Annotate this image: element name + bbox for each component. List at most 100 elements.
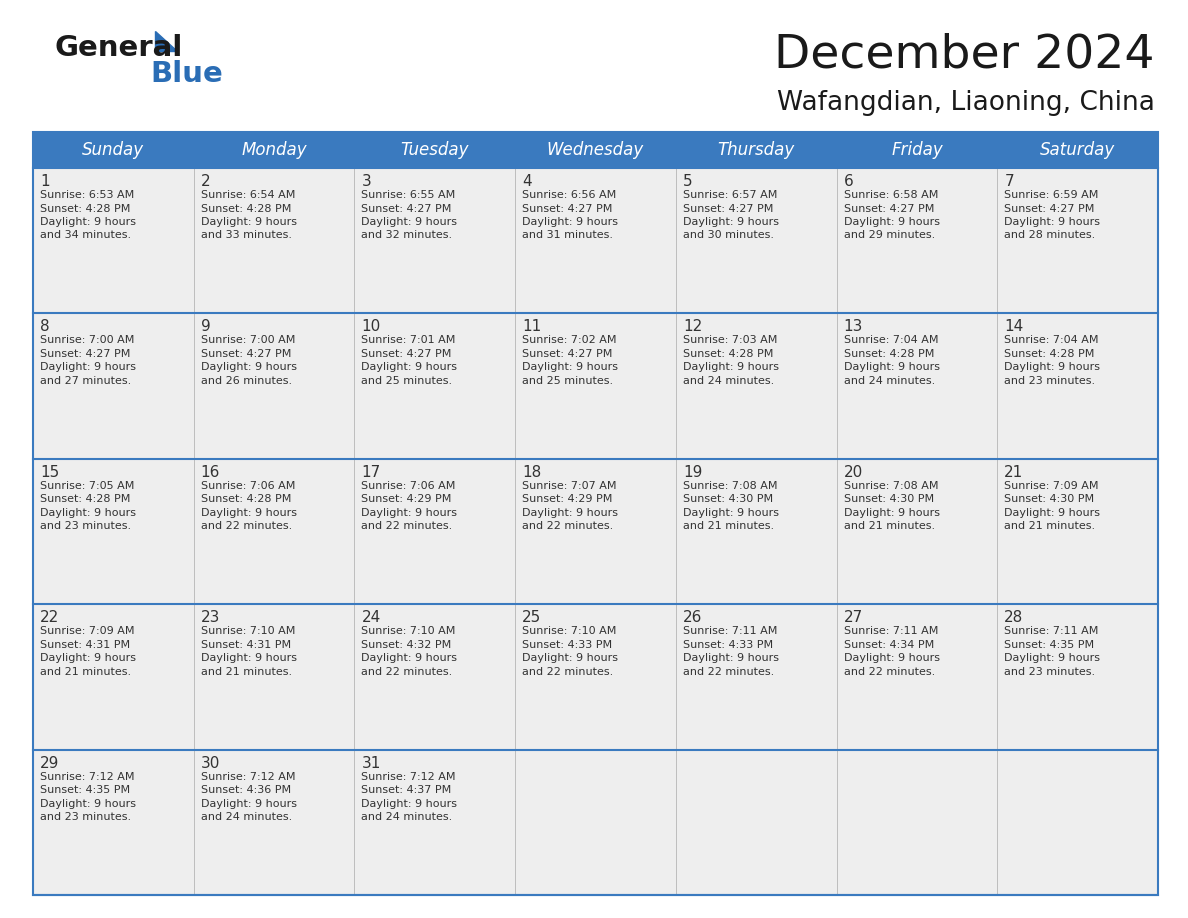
Text: Sunrise: 6:55 AM: Sunrise: 6:55 AM — [361, 190, 456, 200]
Text: and 22 minutes.: and 22 minutes. — [523, 666, 613, 677]
Text: 11: 11 — [523, 319, 542, 334]
Text: Sunset: 4:28 PM: Sunset: 4:28 PM — [201, 494, 291, 504]
Text: and 22 minutes.: and 22 minutes. — [683, 666, 775, 677]
Text: 14: 14 — [1004, 319, 1024, 334]
Text: Daylight: 9 hours: Daylight: 9 hours — [683, 217, 779, 227]
Text: Sunrise: 7:09 AM: Sunrise: 7:09 AM — [40, 626, 134, 636]
Text: Daylight: 9 hours: Daylight: 9 hours — [40, 654, 135, 663]
Text: Thursday: Thursday — [718, 141, 795, 159]
Text: and 23 minutes.: and 23 minutes. — [40, 812, 131, 823]
Bar — [33, 750, 1158, 895]
Text: Sunset: 4:28 PM: Sunset: 4:28 PM — [1004, 349, 1094, 359]
Text: and 22 minutes.: and 22 minutes. — [523, 521, 613, 532]
Text: Sunset: 4:36 PM: Sunset: 4:36 PM — [201, 785, 291, 795]
Text: and 26 minutes.: and 26 minutes. — [201, 375, 292, 386]
Text: 12: 12 — [683, 319, 702, 334]
Text: 21: 21 — [1004, 465, 1024, 480]
Text: Wednesday: Wednesday — [546, 141, 644, 159]
Text: Sunset: 4:27 PM: Sunset: 4:27 PM — [361, 349, 451, 359]
Text: 3: 3 — [361, 174, 371, 189]
Text: 27: 27 — [843, 610, 862, 625]
Text: Blue: Blue — [150, 60, 223, 88]
Text: Daylight: 9 hours: Daylight: 9 hours — [201, 508, 297, 518]
Text: Sunset: 4:35 PM: Sunset: 4:35 PM — [1004, 640, 1094, 650]
Text: Daylight: 9 hours: Daylight: 9 hours — [361, 363, 457, 373]
Text: and 21 minutes.: and 21 minutes. — [843, 521, 935, 532]
Text: Sunrise: 7:11 AM: Sunrise: 7:11 AM — [843, 626, 939, 636]
Text: Sunset: 4:27 PM: Sunset: 4:27 PM — [40, 349, 131, 359]
Text: Sunset: 4:29 PM: Sunset: 4:29 PM — [361, 494, 451, 504]
Text: Sunset: 4:29 PM: Sunset: 4:29 PM — [523, 494, 613, 504]
Text: Daylight: 9 hours: Daylight: 9 hours — [1004, 217, 1100, 227]
Text: Sunrise: 7:10 AM: Sunrise: 7:10 AM — [361, 626, 456, 636]
Text: Daylight: 9 hours: Daylight: 9 hours — [201, 799, 297, 809]
Text: Daylight: 9 hours: Daylight: 9 hours — [843, 654, 940, 663]
Text: Sunrise: 7:11 AM: Sunrise: 7:11 AM — [1004, 626, 1099, 636]
Text: 17: 17 — [361, 465, 380, 480]
Text: and 30 minutes.: and 30 minutes. — [683, 230, 773, 241]
Text: Sunrise: 7:06 AM: Sunrise: 7:06 AM — [361, 481, 456, 491]
Text: Sunrise: 7:12 AM: Sunrise: 7:12 AM — [201, 772, 295, 781]
Text: 18: 18 — [523, 465, 542, 480]
Text: Daylight: 9 hours: Daylight: 9 hours — [40, 363, 135, 373]
Text: Daylight: 9 hours: Daylight: 9 hours — [201, 217, 297, 227]
Text: and 24 minutes.: and 24 minutes. — [201, 812, 292, 823]
Text: Daylight: 9 hours: Daylight: 9 hours — [40, 508, 135, 518]
Text: and 24 minutes.: and 24 minutes. — [683, 375, 775, 386]
Text: Sunset: 4:31 PM: Sunset: 4:31 PM — [40, 640, 131, 650]
Text: 13: 13 — [843, 319, 862, 334]
Text: 6: 6 — [843, 174, 853, 189]
Text: Daylight: 9 hours: Daylight: 9 hours — [1004, 508, 1100, 518]
Text: Sunrise: 6:54 AM: Sunrise: 6:54 AM — [201, 190, 295, 200]
Text: Friday: Friday — [891, 141, 943, 159]
Text: Sunset: 4:34 PM: Sunset: 4:34 PM — [843, 640, 934, 650]
Text: 10: 10 — [361, 319, 380, 334]
Text: Sunset: 4:30 PM: Sunset: 4:30 PM — [1004, 494, 1094, 504]
Text: Sunset: 4:28 PM: Sunset: 4:28 PM — [40, 494, 131, 504]
Text: Sunrise: 6:53 AM: Sunrise: 6:53 AM — [40, 190, 134, 200]
Text: Daylight: 9 hours: Daylight: 9 hours — [1004, 363, 1100, 373]
Text: Sunset: 4:33 PM: Sunset: 4:33 PM — [683, 640, 773, 650]
Text: and 22 minutes.: and 22 minutes. — [361, 521, 453, 532]
Text: Monday: Monday — [241, 141, 307, 159]
Text: and 32 minutes.: and 32 minutes. — [361, 230, 453, 241]
Text: Sunrise: 6:57 AM: Sunrise: 6:57 AM — [683, 190, 777, 200]
Text: and 34 minutes.: and 34 minutes. — [40, 230, 131, 241]
Text: and 31 minutes.: and 31 minutes. — [523, 230, 613, 241]
Text: Sunset: 4:27 PM: Sunset: 4:27 PM — [843, 204, 934, 214]
Text: and 22 minutes.: and 22 minutes. — [843, 666, 935, 677]
Text: and 22 minutes.: and 22 minutes. — [201, 521, 292, 532]
Text: Sunset: 4:27 PM: Sunset: 4:27 PM — [1004, 204, 1094, 214]
Text: and 24 minutes.: and 24 minutes. — [843, 375, 935, 386]
Text: and 24 minutes.: and 24 minutes. — [361, 812, 453, 823]
Text: Sunrise: 7:12 AM: Sunrise: 7:12 AM — [361, 772, 456, 781]
Text: 19: 19 — [683, 465, 702, 480]
Text: 23: 23 — [201, 610, 220, 625]
Text: Daylight: 9 hours: Daylight: 9 hours — [361, 654, 457, 663]
Text: and 29 minutes.: and 29 minutes. — [843, 230, 935, 241]
Text: 25: 25 — [523, 610, 542, 625]
Text: and 23 minutes.: and 23 minutes. — [40, 521, 131, 532]
Text: and 21 minutes.: and 21 minutes. — [683, 521, 775, 532]
Text: Sunrise: 7:03 AM: Sunrise: 7:03 AM — [683, 335, 777, 345]
Bar — [33, 168, 1158, 313]
Bar — [33, 604, 1158, 750]
Text: Sunrise: 6:59 AM: Sunrise: 6:59 AM — [1004, 190, 1099, 200]
Text: General: General — [55, 34, 183, 62]
Text: Daylight: 9 hours: Daylight: 9 hours — [683, 654, 779, 663]
Text: Sunrise: 6:58 AM: Sunrise: 6:58 AM — [843, 190, 939, 200]
Text: Sunset: 4:27 PM: Sunset: 4:27 PM — [683, 204, 773, 214]
Text: Sunday: Sunday — [82, 141, 145, 159]
Text: Sunrise: 7:10 AM: Sunrise: 7:10 AM — [523, 626, 617, 636]
Text: and 27 minutes.: and 27 minutes. — [40, 375, 131, 386]
Text: 20: 20 — [843, 465, 862, 480]
Text: Sunset: 4:37 PM: Sunset: 4:37 PM — [361, 785, 451, 795]
Text: Sunset: 4:27 PM: Sunset: 4:27 PM — [201, 349, 291, 359]
Text: Daylight: 9 hours: Daylight: 9 hours — [201, 363, 297, 373]
Polygon shape — [154, 31, 177, 51]
Text: and 33 minutes.: and 33 minutes. — [201, 230, 292, 241]
Text: Sunrise: 7:10 AM: Sunrise: 7:10 AM — [201, 626, 295, 636]
Text: Sunset: 4:31 PM: Sunset: 4:31 PM — [201, 640, 291, 650]
Text: Sunset: 4:30 PM: Sunset: 4:30 PM — [683, 494, 773, 504]
Text: 1: 1 — [40, 174, 50, 189]
